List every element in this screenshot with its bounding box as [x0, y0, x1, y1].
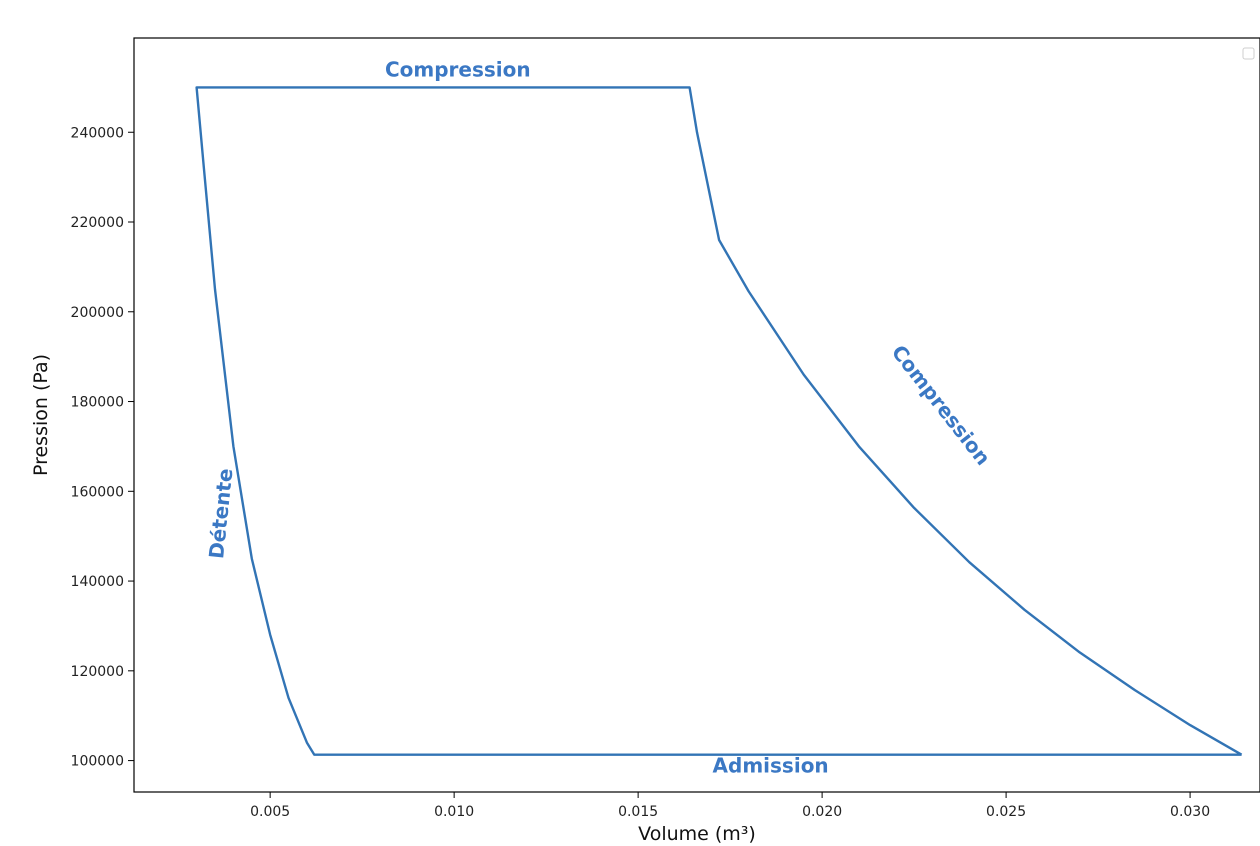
x-tick-label: 0.015 [618, 804, 658, 820]
y-tick-label: 140000 [71, 574, 124, 590]
x-tick-label: 0.030 [1170, 804, 1210, 820]
y-axis-label: Pression (Pa) [30, 354, 52, 476]
legend-box [1242, 47, 1255, 60]
x-tick-label: 0.020 [802, 804, 842, 820]
y-tick-label: 180000 [71, 395, 124, 411]
y-tick-label: 200000 [71, 305, 124, 321]
x-axis-label: Volume (m³) [638, 823, 756, 845]
y-tick-label: 160000 [71, 484, 124, 500]
y-tick-label: 120000 [71, 664, 124, 680]
annotation-label: Compression [887, 340, 996, 470]
annotation-label: Admission [713, 753, 829, 777]
annotations: Compression Compression Détente Admission [204, 58, 995, 778]
y-tick-label: 220000 [71, 215, 124, 231]
annotation-label: Détente [204, 467, 237, 560]
x-axis-ticks: 0.005 0.010 0.015 0.020 0.025 0.030 [250, 792, 1210, 820]
y-tick-label: 100000 [71, 754, 124, 770]
cycle-line [195, 86, 1243, 756]
y-axis-ticks: 100000 120000 140000 160000 180000 200000 2200… [71, 125, 134, 770]
x-tick-label: 0.025 [986, 804, 1026, 820]
annotation-label: Compression [385, 58, 531, 82]
y-tick-label: 240000 [71, 125, 124, 141]
plot-area-frame [133, 37, 1260, 793]
x-tick-label: 0.005 [250, 804, 290, 820]
x-tick-label: 0.010 [434, 804, 474, 820]
